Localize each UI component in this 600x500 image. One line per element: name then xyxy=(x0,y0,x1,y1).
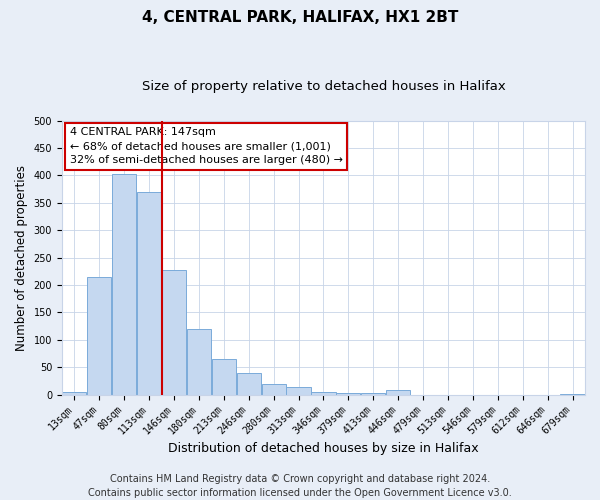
Text: Contains HM Land Registry data © Crown copyright and database right 2024.
Contai: Contains HM Land Registry data © Crown c… xyxy=(88,474,512,498)
Bar xyxy=(311,392,335,394)
Bar xyxy=(286,387,311,394)
Bar xyxy=(62,392,86,394)
Bar xyxy=(212,359,236,394)
Bar xyxy=(361,393,385,394)
X-axis label: Distribution of detached houses by size in Halifax: Distribution of detached houses by size … xyxy=(168,442,479,455)
Text: 4, CENTRAL PARK, HALIFAX, HX1 2BT: 4, CENTRAL PARK, HALIFAX, HX1 2BT xyxy=(142,10,458,25)
Text: 4 CENTRAL PARK: 147sqm
← 68% of detached houses are smaller (1,001)
32% of semi-: 4 CENTRAL PARK: 147sqm ← 68% of detached… xyxy=(70,128,343,166)
Title: Size of property relative to detached houses in Halifax: Size of property relative to detached ho… xyxy=(142,80,505,93)
Bar xyxy=(112,174,136,394)
Bar xyxy=(87,277,112,394)
Bar xyxy=(236,373,261,394)
Bar xyxy=(162,270,186,394)
Y-axis label: Number of detached properties: Number of detached properties xyxy=(15,164,28,350)
Bar xyxy=(262,384,286,394)
Bar xyxy=(336,393,361,394)
Bar xyxy=(386,390,410,394)
Bar xyxy=(137,192,161,394)
Bar xyxy=(187,329,211,394)
